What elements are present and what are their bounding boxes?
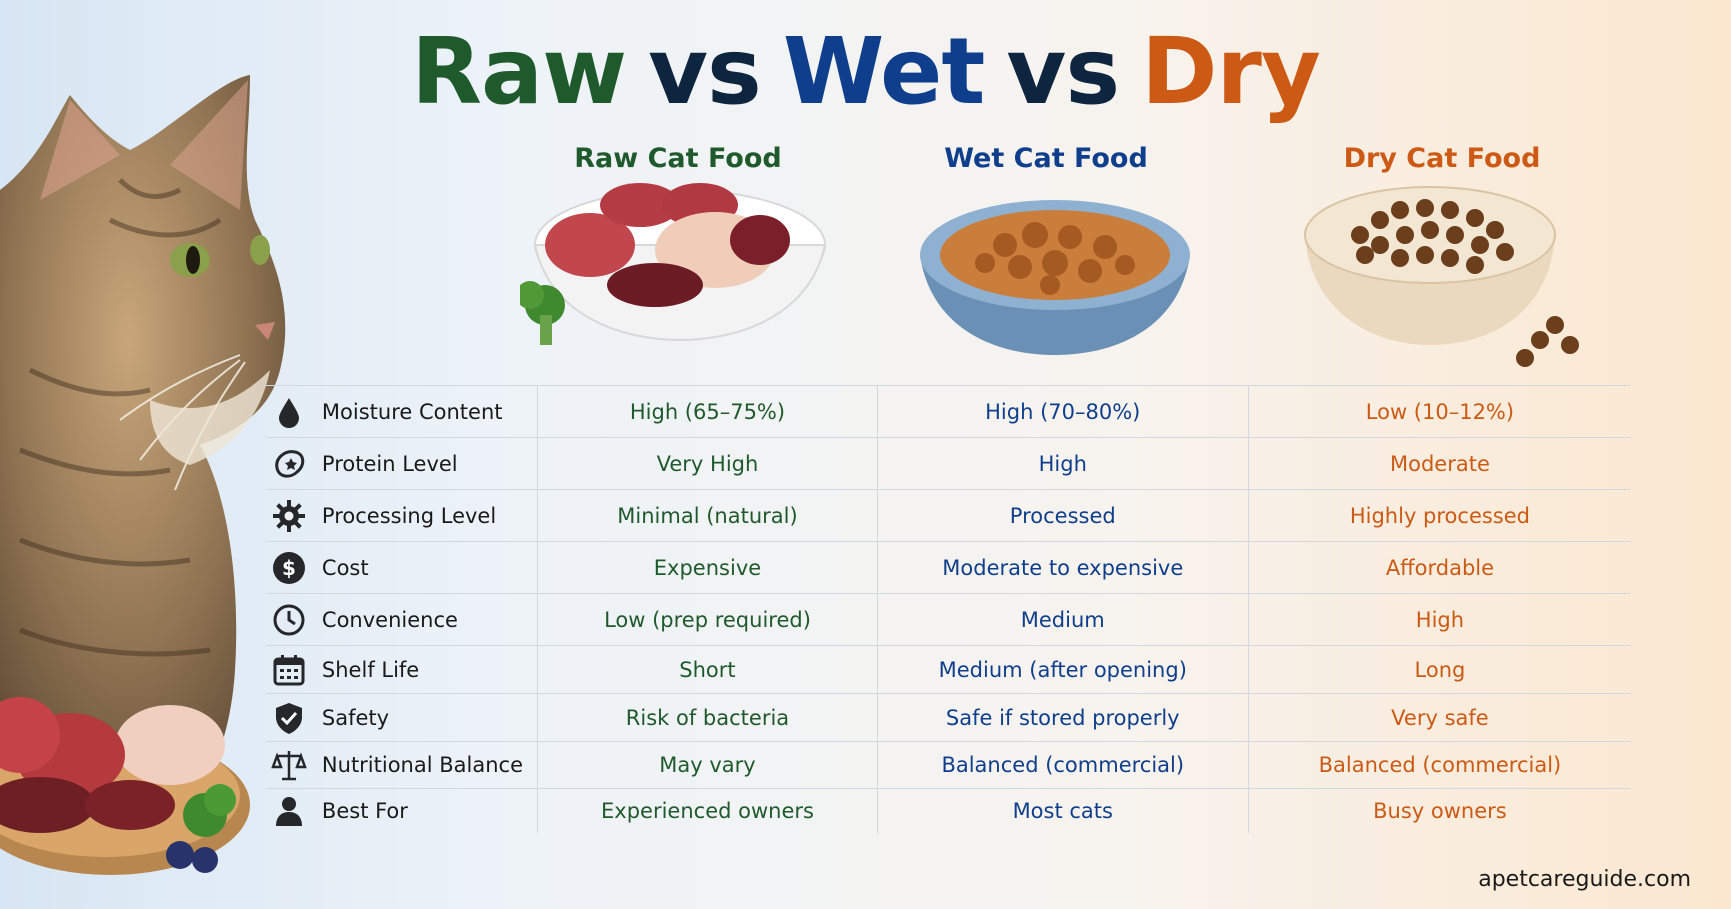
row-label: Shelf Life <box>311 645 538 694</box>
row-icon-cell <box>266 489 312 542</box>
row-icon-cell <box>266 693 312 742</box>
row-icon-cell <box>266 385 312 438</box>
row-label: Processing Level <box>311 489 538 542</box>
raw-value: High (65–75%) <box>537 385 878 438</box>
raw-food-bowl-image <box>520 183 827 345</box>
raw-value: Expensive <box>537 541 878 594</box>
table-row: Processing Level Minimal (natural) Process… <box>266 489 1631 542</box>
raw-value: Short <box>537 645 878 694</box>
dry-value: Moderate <box>1247 437 1631 490</box>
title-vs: vs <box>1006 18 1120 125</box>
dry-value: Very safe <box>1247 693 1631 742</box>
table-row: Protein Level Very High High Moderate <box>266 437 1631 490</box>
table-row: Shelf Life Short Medium (after opening) Lon… <box>266 645 1631 694</box>
wet-value: Most cats <box>876 788 1249 833</box>
dollar-icon: $ <box>271 550 307 586</box>
water-drop-icon <box>271 394 307 430</box>
shield-check-icon <box>271 700 307 736</box>
comparison-table: Moisture Content High (65–75%) High (70–80… <box>266 385 1631 833</box>
title-wet: Wet <box>782 18 986 125</box>
table-row: Safety Risk of bacteria Safe if stored pro… <box>266 693 1631 742</box>
row-label: Cost <box>311 541 538 594</box>
table-row: Nutritional Balance May vary Balanced (com… <box>266 741 1631 789</box>
site-credit: apetcareguide.com <box>1478 867 1691 892</box>
wet-value: High (70–80%) <box>876 385 1249 438</box>
raw-meat-plate-illustration <box>0 697 250 875</box>
raw-value: Risk of bacteria <box>537 693 878 742</box>
svg-text:$: $ <box>282 556 296 580</box>
title-raw: Raw <box>411 18 627 125</box>
row-label: Nutritional Balance <box>311 741 538 789</box>
row-label: Moisture Content <box>311 385 538 438</box>
row-icon-cell <box>266 593 312 646</box>
dry-value: Long <box>1247 645 1631 694</box>
raw-value: Low (prep required) <box>537 593 878 646</box>
person-icon <box>271 793 307 829</box>
calendar-icon <box>271 652 307 688</box>
row-icon-cell <box>266 645 312 694</box>
row-label: Protein Level <box>311 437 538 490</box>
row-icon-cell <box>266 741 312 789</box>
meat-protein-icon <box>271 446 307 482</box>
raw-value: Experienced owners <box>537 788 878 833</box>
row-icon-cell <box>266 437 312 490</box>
table-row: Convenience Low (prep required) Medium High <box>266 593 1631 646</box>
cat-illustration <box>0 75 286 830</box>
title-vs: vs <box>648 18 762 125</box>
wet-value: High <box>876 437 1249 490</box>
page-title: Raw vs Wet vs Dry <box>0 18 1731 125</box>
row-label: Convenience <box>311 593 538 646</box>
wet-value: Moderate to expensive <box>876 541 1249 594</box>
column-header-wet: Wet Cat Food <box>944 143 1148 174</box>
gear-icon <box>271 498 307 534</box>
dry-value: Busy owners <box>1247 788 1631 833</box>
column-header-dry: Dry Cat Food <box>1343 143 1541 174</box>
wet-value: Medium (after opening) <box>876 645 1249 694</box>
clock-icon <box>271 602 307 638</box>
row-icon-cell: $ <box>266 541 312 594</box>
dry-value: Balanced (commercial) <box>1247 741 1631 789</box>
title-dry: Dry <box>1141 18 1321 125</box>
raw-value: Minimal (natural) <box>537 489 878 542</box>
wet-value: Processed <box>876 489 1249 542</box>
row-icon-cell <box>266 788 312 833</box>
dry-value: Affordable <box>1247 541 1631 594</box>
raw-value: May vary <box>537 741 878 789</box>
table-row: Best For Experienced owners Most cats Busy … <box>266 788 1631 833</box>
raw-value: Very High <box>537 437 878 490</box>
wet-value: Balanced (commercial) <box>876 741 1249 789</box>
row-label: Safety <box>311 693 538 742</box>
column-header-raw: Raw Cat Food <box>574 143 782 174</box>
table-row: Moisture Content High (65–75%) High (70–80… <box>266 385 1631 438</box>
wet-food-bowl-image <box>920 200 1190 355</box>
wet-value: Medium <box>876 593 1249 646</box>
dry-food-bowl-image <box>1304 186 1579 367</box>
dry-value: High <box>1247 593 1631 646</box>
scale-icon <box>271 747 307 783</box>
wet-value: Safe if stored properly <box>876 693 1249 742</box>
dry-value: Low (10–12%) <box>1247 385 1631 438</box>
dry-value: Highly processed <box>1247 489 1631 542</box>
row-label: Best For <box>311 788 538 833</box>
table-row: $ Cost Expensive Moderate to expensive Affor… <box>266 541 1631 594</box>
